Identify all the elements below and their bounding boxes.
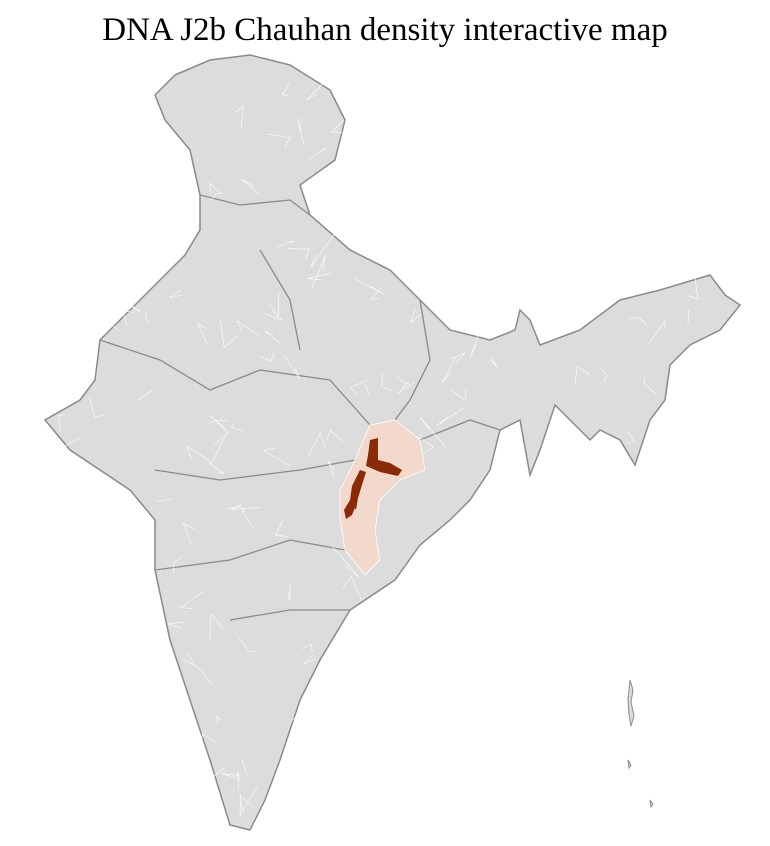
district-border bbox=[283, 354, 301, 381]
district-border bbox=[442, 356, 456, 383]
district-border bbox=[264, 331, 282, 345]
district-border bbox=[197, 323, 209, 346]
district-border bbox=[381, 373, 393, 391]
district-border bbox=[182, 653, 196, 666]
district-border bbox=[276, 240, 295, 247]
district-border bbox=[574, 365, 590, 384]
district-border bbox=[290, 713, 304, 732]
district-border bbox=[396, 381, 416, 395]
district-border bbox=[417, 436, 435, 452]
district-border bbox=[364, 385, 370, 397]
district-border bbox=[239, 786, 258, 817]
district-border bbox=[237, 771, 240, 790]
district-border bbox=[287, 582, 291, 601]
district-border bbox=[236, 320, 260, 336]
district-border bbox=[231, 502, 261, 510]
district-border bbox=[306, 74, 332, 101]
district-border bbox=[238, 637, 256, 653]
district-border bbox=[208, 461, 225, 474]
district-border bbox=[302, 654, 317, 665]
andaman-islands bbox=[627, 679, 654, 809]
region-low-density[interactable] bbox=[339, 419, 426, 576]
district-border bbox=[625, 430, 635, 445]
district-border bbox=[210, 432, 228, 465]
district-border bbox=[209, 613, 224, 640]
district-border bbox=[326, 429, 344, 443]
district-border bbox=[226, 506, 245, 513]
district-border bbox=[436, 407, 464, 427]
district-border bbox=[349, 380, 368, 396]
district-border bbox=[258, 352, 274, 362]
district-border bbox=[167, 621, 186, 629]
state-borders bbox=[99, 194, 501, 621]
district-border bbox=[230, 423, 245, 432]
district-border bbox=[209, 182, 221, 194]
district-border bbox=[310, 234, 335, 268]
map-title: DNA J2b Chauhan density interactive map bbox=[102, 12, 668, 48]
district-border bbox=[354, 278, 384, 295]
district-border bbox=[241, 179, 259, 195]
district-border bbox=[275, 520, 288, 537]
district-border bbox=[331, 546, 360, 578]
district-border bbox=[419, 416, 448, 450]
district-border bbox=[156, 498, 173, 502]
district-border bbox=[210, 415, 230, 434]
district-border bbox=[234, 105, 244, 130]
district-border bbox=[644, 377, 657, 395]
district-border bbox=[286, 248, 310, 261]
district-border bbox=[307, 432, 326, 458]
district-border bbox=[282, 83, 291, 97]
district-border bbox=[210, 767, 225, 779]
district-border bbox=[268, 291, 280, 319]
district-border bbox=[58, 414, 65, 431]
district-border bbox=[210, 193, 224, 200]
district-border bbox=[449, 352, 466, 363]
district-border bbox=[185, 445, 211, 462]
district-border bbox=[342, 575, 362, 601]
district-border bbox=[241, 758, 250, 776]
district-border bbox=[301, 643, 313, 653]
district-border bbox=[410, 308, 422, 324]
district-border bbox=[59, 437, 80, 450]
region-high-density[interactable] bbox=[344, 500, 356, 519]
district-border bbox=[216, 715, 222, 725]
district-border bbox=[601, 369, 608, 383]
district-border bbox=[89, 396, 106, 418]
district-border bbox=[180, 591, 204, 610]
district-border bbox=[306, 147, 327, 162]
region-high-density[interactable] bbox=[366, 438, 402, 476]
district-border bbox=[168, 289, 184, 299]
district-border bbox=[307, 272, 332, 281]
district-border bbox=[104, 319, 120, 332]
district-border bbox=[686, 275, 699, 301]
district-border bbox=[122, 309, 135, 326]
district-border bbox=[311, 255, 326, 289]
district-border bbox=[219, 318, 238, 348]
district-border bbox=[145, 310, 150, 322]
district-border bbox=[242, 510, 254, 529]
district-border bbox=[450, 388, 467, 401]
region-high-density[interactable] bbox=[350, 470, 366, 510]
district-border bbox=[648, 319, 666, 345]
district-border bbox=[221, 773, 240, 779]
district-border bbox=[262, 447, 291, 467]
district-border bbox=[469, 329, 481, 358]
district-border bbox=[239, 793, 255, 812]
district-border bbox=[201, 733, 216, 743]
district-border bbox=[173, 556, 182, 573]
district-border bbox=[267, 133, 291, 148]
district-border bbox=[396, 375, 409, 385]
district-border bbox=[331, 119, 359, 133]
district-border bbox=[182, 522, 195, 546]
district-border bbox=[628, 316, 647, 326]
district-border bbox=[687, 310, 691, 325]
district-border bbox=[136, 389, 154, 401]
district-border bbox=[265, 313, 283, 322]
district-border bbox=[297, 117, 305, 146]
district-border bbox=[327, 460, 336, 478]
district-border bbox=[490, 357, 499, 369]
district-border bbox=[127, 303, 141, 313]
district-border bbox=[194, 665, 212, 685]
